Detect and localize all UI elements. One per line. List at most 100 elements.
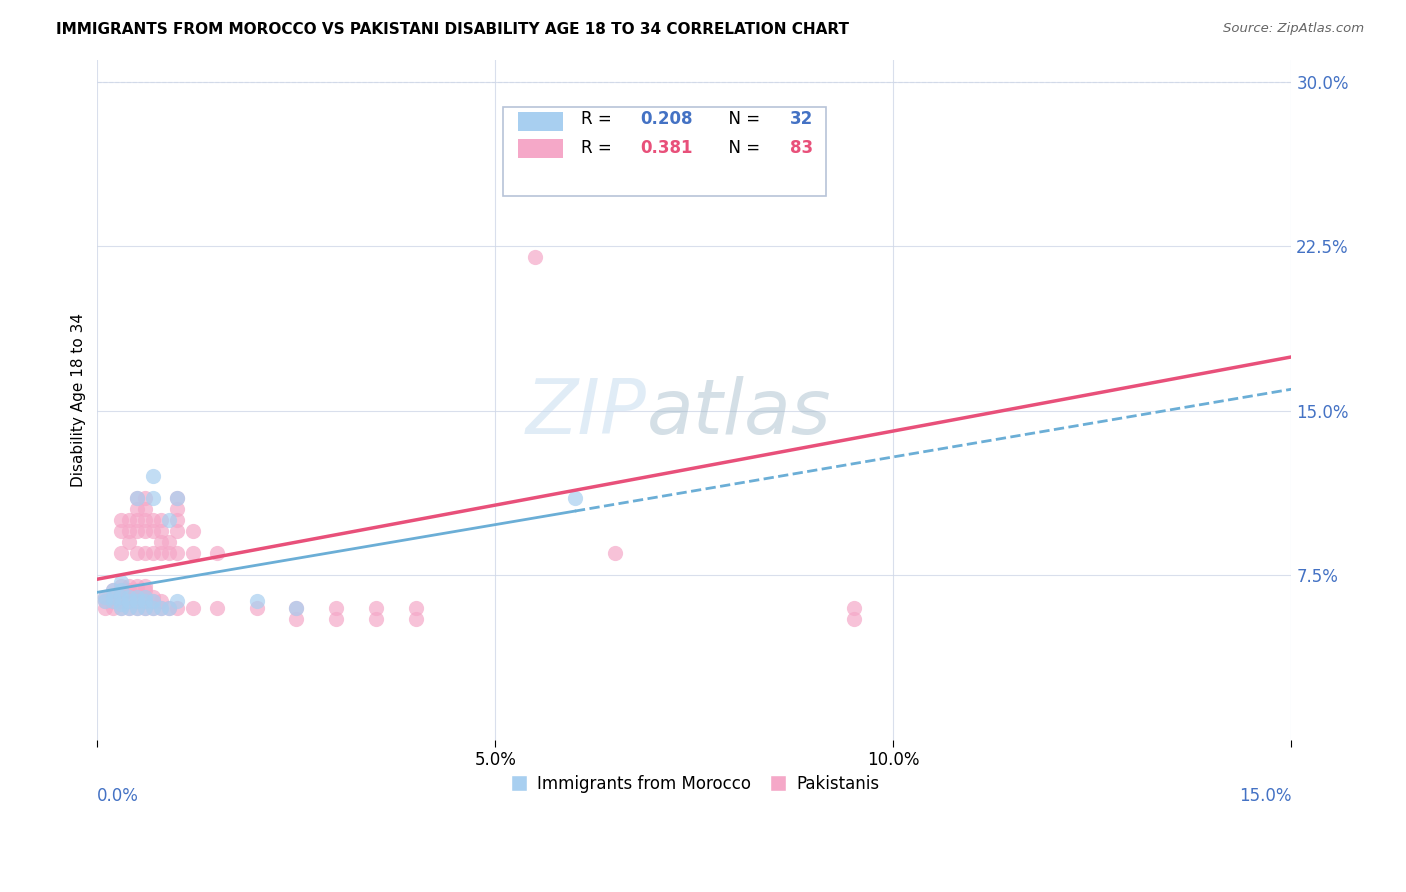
Point bbox=[166, 513, 188, 527]
Point bbox=[150, 524, 173, 538]
Point bbox=[142, 590, 165, 604]
Point bbox=[110, 590, 132, 604]
Point bbox=[150, 513, 173, 527]
Point bbox=[166, 601, 188, 615]
Text: ZIP: ZIP bbox=[526, 376, 647, 450]
Point bbox=[118, 535, 141, 549]
Point bbox=[134, 601, 156, 615]
Point bbox=[127, 491, 149, 506]
Point bbox=[127, 546, 149, 560]
Point bbox=[142, 469, 165, 483]
Point bbox=[405, 601, 427, 615]
Point bbox=[245, 601, 267, 615]
Point bbox=[127, 583, 149, 598]
Point bbox=[110, 583, 132, 598]
Point bbox=[142, 594, 165, 608]
Point bbox=[94, 590, 117, 604]
Point bbox=[166, 491, 188, 506]
Point bbox=[205, 601, 228, 615]
Point bbox=[94, 594, 117, 608]
Point bbox=[524, 250, 547, 264]
Point bbox=[364, 601, 387, 615]
Point bbox=[103, 590, 125, 604]
Point bbox=[127, 491, 149, 506]
Point bbox=[134, 594, 156, 608]
Point bbox=[134, 590, 156, 604]
Point bbox=[118, 601, 141, 615]
Point bbox=[118, 594, 141, 608]
FancyBboxPatch shape bbox=[503, 107, 825, 195]
Point bbox=[118, 601, 141, 615]
Point bbox=[166, 524, 188, 538]
Text: R =: R = bbox=[581, 139, 617, 157]
Point bbox=[127, 594, 149, 608]
Point bbox=[110, 579, 132, 593]
Point bbox=[405, 612, 427, 626]
FancyBboxPatch shape bbox=[517, 112, 562, 131]
Point bbox=[603, 546, 626, 560]
Point bbox=[118, 513, 141, 527]
Point bbox=[364, 612, 387, 626]
Point bbox=[134, 594, 156, 608]
Point bbox=[110, 513, 132, 527]
Point bbox=[285, 601, 308, 615]
Point bbox=[245, 594, 267, 608]
Point bbox=[150, 594, 173, 608]
Y-axis label: Disability Age 18 to 34: Disability Age 18 to 34 bbox=[72, 312, 86, 486]
Point bbox=[103, 583, 125, 598]
Text: Source: ZipAtlas.com: Source: ZipAtlas.com bbox=[1223, 22, 1364, 36]
Point bbox=[142, 594, 165, 608]
Point bbox=[285, 612, 308, 626]
Point bbox=[103, 594, 125, 608]
Text: N =: N = bbox=[718, 110, 766, 128]
Point bbox=[118, 594, 141, 608]
Point bbox=[762, 140, 785, 154]
Point bbox=[205, 546, 228, 560]
Point bbox=[134, 502, 156, 516]
Point bbox=[118, 590, 141, 604]
Text: R =: R = bbox=[581, 110, 617, 128]
Point bbox=[103, 583, 125, 598]
Point bbox=[150, 535, 173, 549]
Point bbox=[564, 491, 586, 506]
Point bbox=[842, 601, 865, 615]
Point bbox=[134, 601, 156, 615]
Point bbox=[127, 601, 149, 615]
Point bbox=[127, 524, 149, 538]
Point bbox=[524, 140, 547, 154]
Point bbox=[94, 594, 117, 608]
Point bbox=[166, 546, 188, 560]
Point bbox=[110, 546, 132, 560]
Point bbox=[134, 513, 156, 527]
Point bbox=[134, 524, 156, 538]
Point bbox=[157, 601, 180, 615]
Point bbox=[134, 491, 156, 506]
Point bbox=[166, 491, 188, 506]
Text: 0.381: 0.381 bbox=[641, 139, 693, 157]
Point bbox=[118, 579, 141, 593]
Point bbox=[94, 590, 117, 604]
Point bbox=[142, 524, 165, 538]
Point bbox=[94, 601, 117, 615]
Point bbox=[110, 597, 132, 611]
Point bbox=[157, 513, 180, 527]
FancyBboxPatch shape bbox=[517, 139, 562, 158]
Point bbox=[127, 579, 149, 593]
Point bbox=[181, 524, 204, 538]
Point bbox=[134, 583, 156, 598]
Text: 0.208: 0.208 bbox=[641, 110, 693, 128]
Point bbox=[103, 594, 125, 608]
Text: 0.0%: 0.0% bbox=[97, 787, 139, 805]
Point bbox=[157, 546, 180, 560]
Point bbox=[325, 612, 347, 626]
Point bbox=[110, 590, 132, 604]
Text: atlas: atlas bbox=[647, 376, 831, 450]
Point bbox=[166, 594, 188, 608]
Point bbox=[127, 590, 149, 604]
Point bbox=[181, 601, 204, 615]
Text: 15.0%: 15.0% bbox=[1239, 787, 1291, 805]
Point bbox=[110, 524, 132, 538]
Text: 83: 83 bbox=[790, 139, 813, 157]
Point bbox=[157, 601, 180, 615]
Point bbox=[127, 601, 149, 615]
